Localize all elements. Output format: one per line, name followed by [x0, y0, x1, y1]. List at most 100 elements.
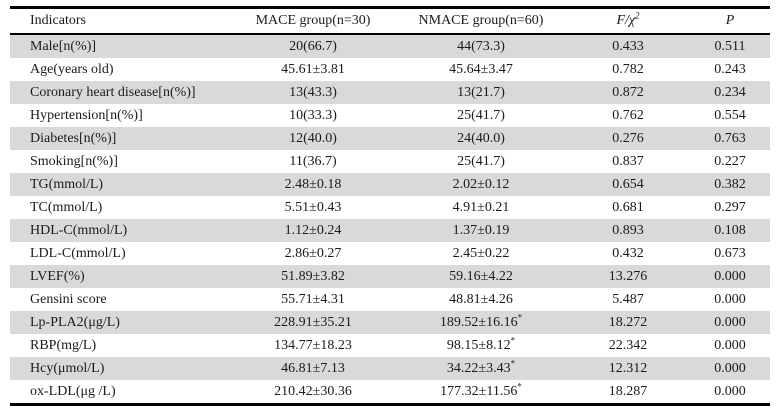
mace-value-text: 1.12±0.24 — [284, 222, 342, 238]
f-chi2-value-cell: 0.432 — [566, 242, 690, 265]
indicator-text: LDL-C(mmol/L) — [30, 245, 126, 261]
table-row: Gensini score 55.71±4.31 48.81±4.26 5.487 0.… — [10, 288, 770, 311]
f-chi2-value-cell: 0.433 — [566, 34, 690, 58]
mace-value-cell: 46.81±7.13 — [230, 357, 396, 380]
indicator-text: Smoking[n(%)] — [30, 153, 118, 169]
f-chi2-value-text: 0.872 — [612, 84, 644, 100]
indicator-text: ox-LDL(μg /L) — [30, 383, 116, 399]
table-row: LDL-C(mmol/L) 2.86±0.27 2.45±0.22 0.432 0.67… — [10, 242, 770, 265]
mace-value-text: 134.77±18.23 — [274, 337, 352, 353]
mace-value-cell: 55.71±4.31 — [230, 288, 396, 311]
nmace-value-text: 98.15±8.12 — [446, 337, 511, 353]
f-chi2-value-cell: 5.487 — [566, 288, 690, 311]
indicator-text: Hypertension[n(%)] — [30, 107, 143, 123]
nmace-value-text: 4.91±0.21 — [452, 199, 510, 215]
nmace-value-text: 2.45±0.22 — [452, 245, 510, 261]
p-value-text: 0.000 — [714, 314, 746, 330]
p-value-cell: 0.234 — [690, 81, 770, 104]
p-value-cell: 0.227 — [690, 150, 770, 173]
p-value-cell: 0.000 — [690, 357, 770, 380]
mace-value-cell: 2.86±0.27 — [230, 242, 396, 265]
p-value-cell: 0.108 — [690, 219, 770, 242]
nmace-value-text: 13(21.7) — [457, 84, 505, 100]
nmace-value-cell: 2.02±0.12 — [396, 173, 566, 196]
p-value-cell: 0.297 — [690, 196, 770, 219]
p-value-text: 0.000 — [714, 268, 746, 284]
f-chi2-value-text: 12.312 — [608, 360, 648, 376]
f-chi2-value-text: 5.487 — [612, 291, 644, 307]
table-row: TC(mmol/L) 5.51±0.43 4.91±0.21 0.681 0.297 — [10, 196, 770, 219]
indicator-text: LVEF(%) — [30, 268, 85, 284]
p-value-text: 0.108 — [714, 222, 746, 238]
table-row: Coronary heart disease[n(%)] 13(43.3) 13(2… — [10, 81, 770, 104]
nmace-value-cell: 45.64±3.47 — [396, 58, 566, 81]
f-chi2-value-cell: 0.782 — [566, 58, 690, 81]
header-superscript: 2 — [635, 10, 640, 21]
indicator-cell: Lp-PLA2(μg/L) — [10, 311, 230, 334]
mace-value-cell: 13(43.3) — [230, 81, 396, 104]
mace-value-text: 55.71±4.31 — [281, 291, 345, 307]
p-value-text: 0.000 — [714, 337, 746, 353]
mace-value-cell: 11(36.7) — [230, 150, 396, 173]
p-value-cell: 0.554 — [690, 104, 770, 127]
nmace-value-cell: 59.16±4.22 — [396, 265, 566, 288]
nmace-value-cell: 44(73.3) — [396, 34, 566, 58]
mace-value-cell: 210.42±30.36 — [230, 380, 396, 405]
nmace-value-cell: 48.81±4.26 — [396, 288, 566, 311]
indicator-cell: Gensini score — [10, 288, 230, 311]
f-chi2-value-text: 0.433 — [612, 38, 644, 54]
column-header-nmace-group: NMACE group(n=60) — [396, 7, 566, 35]
indicator-cell: Age(years old) — [10, 58, 230, 81]
p-value-text: 0.297 — [714, 199, 746, 215]
p-value-text: 0.243 — [714, 61, 746, 77]
nmace-value-text: 189.52±16.16 — [439, 314, 518, 330]
nmace-value-text: 34.22±3.43 — [446, 360, 511, 376]
indicators-comparison-table: Indicators MACE group(n=30) NMACE group(n=… — [10, 6, 770, 406]
indicator-cell: LVEF(%) — [10, 265, 230, 288]
nmace-value-cell: 34.22±3.43* — [396, 357, 566, 380]
indicator-cell: Coronary heart disease[n(%)] — [10, 81, 230, 104]
mace-value-cell: 20(66.7) — [230, 34, 396, 58]
p-value-text: 0.000 — [714, 360, 746, 376]
table-row: Hypertension[n(%)] 10(33.3) 25(41.7) 0.762 0… — [10, 104, 770, 127]
mace-value-text: 5.51±0.43 — [284, 199, 342, 215]
f-chi2-value-text: 0.762 — [612, 107, 644, 123]
header-row: Indicators MACE group(n=30) NMACE group(n=… — [10, 7, 770, 35]
f-chi2-value-cell: 0.837 — [566, 150, 690, 173]
indicator-cell: Male[n(%)] — [10, 34, 230, 58]
f-chi2-value-cell: 0.681 — [566, 196, 690, 219]
indicator-text: TC(mmol/L) — [30, 199, 103, 215]
table-row: Diabetes[n(%)] 12(40.0) 24(40.0) 0.276 0.763 — [10, 127, 770, 150]
indicator-cell: Diabetes[n(%)] — [10, 127, 230, 150]
mace-value-cell: 51.89±3.82 — [230, 265, 396, 288]
p-value-text: 0.673 — [714, 245, 746, 261]
mace-value-cell: 10(33.3) — [230, 104, 396, 127]
nmace-value-text: 2.02±0.12 — [452, 176, 510, 192]
indicator-text: HDL-C(mmol/L) — [30, 222, 128, 238]
significance-asterisk: * — [510, 334, 516, 345]
nmace-value-cell: 13(21.7) — [396, 81, 566, 104]
mace-value-cell: 5.51±0.43 — [230, 196, 396, 219]
p-value-text: 0.511 — [714, 38, 746, 54]
table-row: HDL-C(mmol/L) 1.12±0.24 1.37±0.19 0.893 0.10… — [10, 219, 770, 242]
p-value-cell: 0.511 — [690, 34, 770, 58]
p-value-cell: 0.382 — [690, 173, 770, 196]
f-chi2-value-text: 0.681 — [612, 199, 644, 215]
p-value-cell: 0.763 — [690, 127, 770, 150]
f-chi2-value-cell: 0.654 — [566, 173, 690, 196]
nmace-value-cell: 189.52±16.16* — [396, 311, 566, 334]
mace-value-text: 228.91±35.21 — [274, 314, 352, 330]
table-row: LVEF(%) 51.89±3.82 59.16±4.22 13.276 0.000 — [10, 265, 770, 288]
indicator-cell: LDL-C(mmol/L) — [10, 242, 230, 265]
mace-value-text: 11(36.7) — [289, 153, 337, 169]
column-header-label: NMACE group(n=60) — [418, 13, 544, 28]
indicator-cell: Smoking[n(%)] — [10, 150, 230, 173]
indicator-cell: Hypertension[n(%)] — [10, 104, 230, 127]
f-chi2-value-cell: 18.272 — [566, 311, 690, 334]
mace-value-text: 2.48±0.18 — [284, 176, 342, 192]
p-value-text: 0.554 — [714, 107, 746, 123]
mace-value-text: 45.61±3.81 — [281, 61, 345, 77]
f-chi2-value-cell: 13.276 — [566, 265, 690, 288]
nmace-value-cell: 177.32±11.56* — [396, 380, 566, 405]
significance-asterisk: * — [517, 380, 522, 391]
